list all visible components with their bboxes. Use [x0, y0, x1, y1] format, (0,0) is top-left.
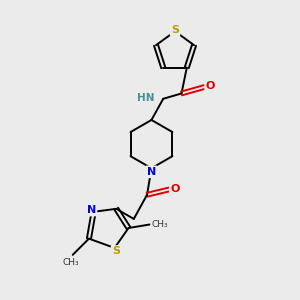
- Text: N: N: [87, 205, 96, 215]
- Text: N: N: [147, 167, 156, 177]
- Text: HN: HN: [137, 93, 154, 103]
- Text: S: S: [112, 247, 120, 256]
- Text: CH₃: CH₃: [151, 220, 168, 229]
- Text: CH₃: CH₃: [63, 258, 80, 267]
- Text: O: O: [206, 81, 215, 92]
- Text: O: O: [170, 184, 180, 194]
- Text: S: S: [171, 25, 179, 35]
